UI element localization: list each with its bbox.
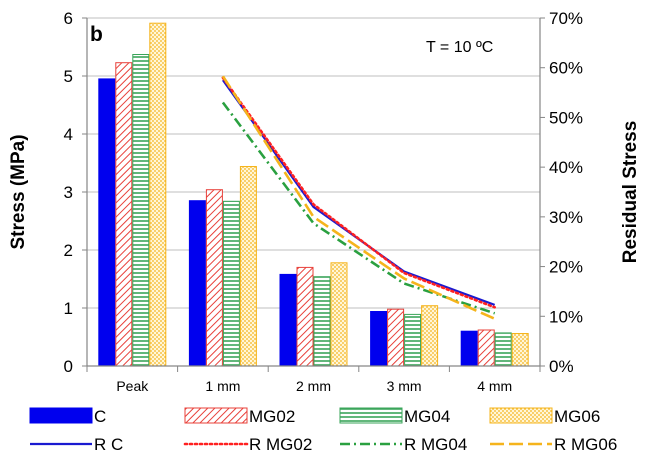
- bar-mg04-1mm: [222, 200, 240, 367]
- x-tick-label: 3 mm: [387, 378, 422, 394]
- y-right-tick-label: 0%: [549, 357, 574, 376]
- bar-mg06-peak: [149, 22, 167, 367]
- y-tick-label: 0: [64, 357, 73, 376]
- y-tick-label: 2: [64, 241, 73, 260]
- bar-c-peak: [98, 78, 116, 367]
- y-right-tick-label: 70%: [549, 9, 583, 28]
- residual-lines: [221, 75, 497, 320]
- legend-label: R C: [94, 435, 123, 454]
- bar-mg02-3mm: [387, 308, 405, 367]
- y-tick-label: 4: [64, 125, 73, 144]
- bar-mg04-2mm: [313, 276, 331, 367]
- y-right-tick-label: 50%: [549, 108, 583, 127]
- legend-item-mg02: MG02: [184, 407, 295, 426]
- bar-mg06-3mm: [421, 305, 439, 367]
- bar-mg06-2mm: [330, 262, 348, 367]
- legend-label: MG06: [554, 407, 600, 426]
- bar-mg02-1mm: [205, 189, 223, 367]
- y-tick-label: 1: [64, 299, 73, 318]
- legend-label: R MG04: [404, 435, 467, 454]
- line-r-mg02: [221, 76, 497, 309]
- y-tick-label: 3: [64, 183, 73, 202]
- panel-label: b: [90, 23, 103, 46]
- bar-mg02-peak: [115, 62, 133, 367]
- legend-item-r-mg06: R MG06: [490, 435, 617, 454]
- legend-item-mg04: MG04: [339, 407, 450, 426]
- line-r-mg06: [221, 75, 496, 320]
- bar-c-1mm: [188, 200, 206, 367]
- bar-c-4mm: [460, 330, 478, 367]
- bar-mg06-4mm: [511, 333, 529, 367]
- legend-label: MG04: [404, 407, 450, 426]
- legend-item-r-c: R C: [30, 435, 123, 454]
- legend-swatch: [489, 407, 553, 424]
- legend-swatch: [339, 407, 403, 424]
- legend: C MG02 MG04 MG06 R C R MG02 R MG04 R MG06: [29, 407, 617, 454]
- legend-item-c: C: [29, 407, 106, 426]
- temperature-annotation: T = 10 ºC: [426, 39, 493, 56]
- y-right-tick-label: 60%: [549, 59, 583, 78]
- y-axis-right-title: Residual Stress: [620, 121, 641, 264]
- y-tick-label: 5: [64, 67, 73, 86]
- bar-c-3mm: [370, 311, 388, 367]
- y-axis-title: Stress (MPa): [8, 134, 29, 249]
- x-tick-label: 4 mm: [477, 378, 512, 394]
- y-tick-label: 6: [64, 9, 73, 28]
- y-right-tick-label: 10%: [549, 307, 583, 326]
- bar-mg04-4mm: [494, 332, 512, 367]
- x-tick-label: 2 mm: [296, 378, 331, 394]
- bars: [98, 22, 529, 367]
- legend-item-r-mg04: R MG04: [340, 435, 467, 454]
- axes: [82, 17, 545, 372]
- legend-item-r-mg02: R MG02: [183, 435, 312, 454]
- bar-c-2mm: [279, 273, 297, 367]
- y-right-tick-label: 40%: [549, 158, 583, 177]
- bar-mg06-1mm: [239, 166, 257, 367]
- bar-mg02-2mm: [296, 266, 314, 367]
- x-tick-label: Peak: [116, 378, 149, 394]
- legend-label: C: [94, 407, 106, 426]
- legend-label: R MG02: [249, 435, 312, 454]
- bar-mg04-3mm: [404, 313, 422, 367]
- bar-mg02-4mm: [477, 329, 495, 367]
- legend-swatch: [29, 407, 93, 424]
- bar-mg04-peak: [132, 54, 150, 367]
- legend-swatch: [184, 407, 248, 424]
- legend-label: MG02: [249, 407, 295, 426]
- y-right-tick-label: 20%: [549, 258, 583, 277]
- legend-label: R MG06: [554, 435, 617, 454]
- x-tick-label: 1 mm: [205, 378, 240, 394]
- legend-item-mg06: MG06: [489, 407, 600, 426]
- y-right-tick-label: 30%: [549, 208, 583, 227]
